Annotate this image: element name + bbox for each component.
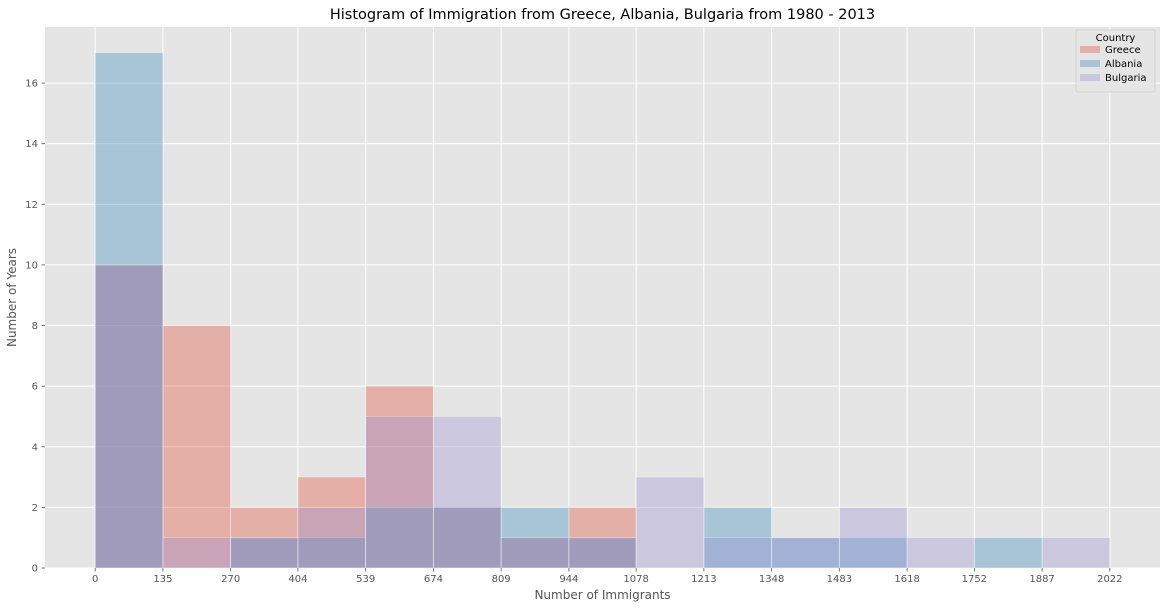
- bar-bulgaria-14: [1041, 537, 1111, 569]
- bar-albania-10: [771, 537, 840, 569]
- bar-greece-3: [297, 476, 367, 569]
- y-axis-ticks: 0 2 4 6 8 10 12 14 16: [25, 79, 45, 575]
- x-tick-label: 1078: [623, 574, 648, 585]
- bar-albania-13: [973, 537, 1043, 569]
- legend-swatch-bulgaria: [1080, 74, 1100, 81]
- legend: Country Greece Albania Bulgaria: [1075, 29, 1156, 93]
- bar-bulgaria-6: [500, 537, 570, 569]
- bar-greece-7: [568, 506, 637, 569]
- series-albania: [94, 52, 1043, 569]
- series-greece: [94, 264, 637, 569]
- bar-albania-0: [94, 52, 164, 569]
- x-tick-label: 1752: [962, 574, 987, 585]
- x-axis-ticks: 0 135 270 404 539 674 809 944 1078 1213 1348 1483 16…: [92, 568, 1123, 585]
- bar-greece-6: [500, 537, 570, 569]
- bar-albania-3: [297, 537, 367, 569]
- legend-swatch-greece: [1080, 46, 1100, 53]
- bar-greece-0: [94, 264, 164, 569]
- bar-greece-5: [432, 506, 502, 569]
- x-axis-title: Number of Immigrants: [534, 588, 670, 602]
- y-tick-label: 2: [32, 503, 38, 514]
- chart-title: Histogram of Immigration from Greece, Al…: [330, 7, 875, 23]
- series-bulgaria: [94, 264, 1111, 569]
- y-tick-label: 0: [32, 564, 38, 575]
- bar-albania-5: [432, 506, 502, 569]
- bar-albania-4: [365, 506, 434, 569]
- legend-label-albania: Albania: [1105, 59, 1142, 70]
- x-tick-label: 270: [221, 574, 240, 585]
- x-tick-label: 539: [356, 574, 375, 585]
- legend-swatch-albania: [1080, 60, 1100, 67]
- y-tick-label: 6: [32, 382, 38, 393]
- bar-greece-2: [230, 506, 299, 569]
- y-tick-label: 10: [25, 260, 38, 271]
- bar-greece-4: [365, 385, 434, 569]
- x-tick-label: 1887: [1029, 574, 1054, 585]
- x-tick-label: 1618: [894, 574, 919, 585]
- x-tick-label: 674: [424, 574, 443, 585]
- x-tick-label: 1348: [759, 574, 784, 585]
- y-tick-label: 12: [25, 200, 38, 211]
- x-tick-label: 135: [153, 574, 172, 585]
- bar-bulgaria-2: [230, 537, 299, 569]
- bar-albania-9: [703, 506, 773, 569]
- bar-bulgaria-7: [568, 537, 637, 569]
- legend-title: Country: [1096, 33, 1136, 44]
- bar-albania-2: [230, 537, 299, 569]
- plot-area: [45, 27, 1160, 569]
- legend-label-greece: Greece: [1105, 45, 1141, 56]
- x-tick-label: 1483: [827, 574, 852, 585]
- x-tick-label: 404: [288, 574, 307, 585]
- bar-bulgaria-11: [838, 506, 908, 569]
- x-tick-label: 1213: [691, 574, 716, 585]
- bar-greece-1: [162, 325, 232, 569]
- bar-bulgaria-0: [94, 264, 164, 569]
- x-tick-label: 2022: [1097, 574, 1122, 585]
- bar-bulgaria-8: [635, 476, 705, 569]
- bar-albania-11: [838, 537, 908, 569]
- x-tick-label: 809: [492, 574, 511, 585]
- x-tick-label: 0: [92, 574, 98, 585]
- x-tick-label: 944: [559, 574, 578, 585]
- bar-bulgaria-1: [162, 537, 232, 569]
- bar-albania-7: [568, 537, 637, 569]
- y-axis-title: Number of Years: [5, 248, 19, 347]
- bar-bulgaria-12: [906, 537, 975, 569]
- gridlines: [45, 27, 1160, 569]
- y-tick-label: 14: [25, 139, 38, 150]
- y-tick-label: 8: [32, 321, 38, 332]
- bar-bulgaria-10: [771, 537, 840, 569]
- legend-label-bulgaria: Bulgaria: [1105, 73, 1146, 84]
- bar-albania-6: [500, 506, 570, 569]
- bar-bulgaria-9: [703, 537, 773, 569]
- bar-bulgaria-3: [297, 506, 367, 569]
- bar-bulgaria-4: [365, 416, 434, 569]
- legend-box: [1075, 29, 1156, 93]
- y-tick-label: 4: [32, 442, 38, 453]
- y-tick-label: 16: [25, 79, 38, 90]
- bar-bulgaria-5: [432, 416, 502, 569]
- bars: [94, 52, 1111, 569]
